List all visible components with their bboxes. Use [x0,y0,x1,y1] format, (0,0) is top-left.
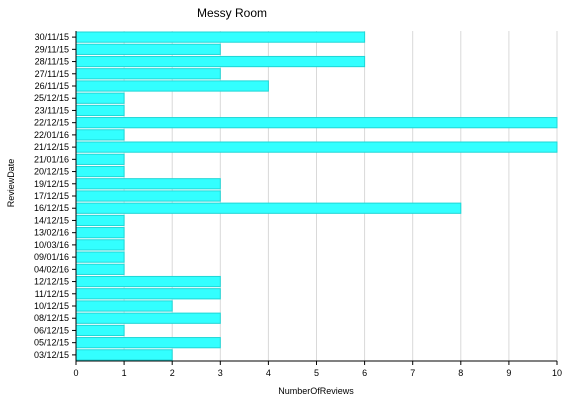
bar [75,288,221,300]
bar [75,55,366,68]
x-tick-label: 8 [458,368,463,378]
y-tick-label: 03/12/15 [34,350,69,360]
x-tick-label: 2 [170,368,175,378]
bar [75,202,462,214]
x-tick-label: 4 [266,368,271,378]
y-tick-label: 11/12/15 [35,289,69,299]
bar [75,324,125,337]
x-tick-label: 1 [122,368,127,378]
y-tick-label: 19/12/15 [34,179,69,189]
y-tick-label: 16/12/15 [34,203,69,213]
bar [75,349,173,361]
x-tick-label: 9 [506,368,511,378]
x-tick-label: 5 [314,368,319,378]
x-tick-label: 10 [552,368,562,378]
y-tick-label: 10/03/16 [34,240,69,250]
y-tick-label: 29/11/15 [35,44,69,54]
bar [75,263,125,275]
x-tick-labels: 0 1 2 3 4 5 6 7 8 9 10 [73,361,562,378]
y-tick-label: 28/11/15 [35,57,69,67]
bar [75,80,269,92]
y-tick-label: 17/12/15 [34,191,69,201]
bar [75,117,558,129]
y-tick-label: 22/12/15 [34,118,69,128]
bar [75,129,125,141]
y-tick-labels: 30/11/15 29/11/15 28/11/15 27/11/15 26/11/15… [34,32,76,360]
bar [75,104,125,117]
y-tick-label: 21/12/15 [34,142,69,152]
bars [75,31,558,361]
bar [75,31,366,43]
y-tick-label: 04/02/16 [34,264,69,274]
y-tick-label: 06/12/15 [34,325,69,335]
x-tick-label: 6 [362,368,367,378]
x-tick-label: 0 [73,368,78,378]
y-tick-label: 26/11/15 [35,81,69,91]
y-tick-label: 27/11/15 [35,69,69,79]
x-axis-label: NumberOfReviews [278,386,354,396]
y-axis-label: ReviewDate [6,159,16,208]
y-tick-label: 10/12/15 [34,301,69,311]
bar [75,43,221,55]
bar [75,92,125,104]
bar [75,227,125,239]
bar [75,337,221,349]
bar [75,178,221,190]
y-tick-label: 05/12/15 [34,338,69,348]
bar [75,251,125,263]
y-tick-label: 09/01/16 [34,252,69,262]
y-tick-label: 14/12/15 [34,215,69,225]
y-tick-label: 12/12/15 [34,277,69,287]
y-tick-label: 21/01/16 [34,154,69,164]
bar [75,275,221,288]
y-tick-label: 08/12/15 [34,313,69,323]
x-tick-label: 7 [410,368,415,378]
y-tick-label: 25/12/15 [34,93,69,103]
bar [75,312,221,324]
y-tick-label: 20/12/15 [34,167,69,177]
bar [75,153,125,165]
y-tick-label: 22/01/16 [34,130,69,140]
bar [75,165,125,178]
y-tick-label: 23/11/15 [35,105,69,115]
y-tick-label: 30/11/15 [35,32,69,42]
x-tick-label: 3 [218,368,223,378]
bar [75,214,125,227]
bar [75,141,558,153]
bar [75,190,221,202]
bar [75,300,173,312]
bar [75,68,221,80]
bar [75,239,125,251]
chart-title: Messy Room [197,6,267,20]
y-tick-label: 13/02/16 [34,228,69,238]
